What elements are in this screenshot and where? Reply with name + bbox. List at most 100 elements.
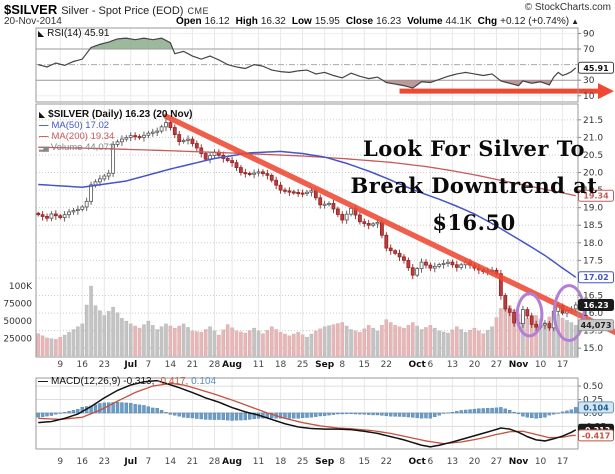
- svg-text:Oct: Oct: [409, 360, 427, 370]
- svg-text:23: 23: [99, 360, 110, 370]
- svg-text:21: 21: [187, 457, 198, 467]
- svg-text:15.5: 15.5: [583, 327, 603, 337]
- svg-text:20: 20: [469, 457, 481, 467]
- svg-text:Nov: Nov: [509, 457, 529, 467]
- svg-text:17.5: 17.5: [583, 256, 603, 266]
- svg-text:Nov: Nov: [509, 360, 529, 370]
- svg-text:0.00: 0.00: [583, 409, 603, 419]
- ma200-legend-row: — MA(200) 19.34: [39, 131, 192, 142]
- close-label: Close: [345, 16, 374, 27]
- macd-panel: 0.500.250.00-0.250.104-0.313-0.417: [35, 377, 614, 450]
- indicator-icon: ◣: [39, 110, 46, 119]
- svg-text:Jul: Jul: [123, 360, 137, 370]
- macd-line-icon: —: [38, 376, 48, 387]
- svg-text:75000: 75000: [3, 300, 32, 310]
- svg-text:23: 23: [99, 457, 110, 467]
- svg-text:70: 70: [583, 45, 595, 55]
- open-value: 16.12: [204, 16, 230, 27]
- low-label: Low: [291, 16, 312, 27]
- svg-text:27: 27: [491, 360, 502, 370]
- svg-text:21.5: 21.5: [583, 116, 603, 126]
- high-label: High: [235, 16, 258, 27]
- rsi-panel: 90 70 30 10 45.91: [35, 27, 614, 103]
- svg-text:10: 10: [535, 457, 547, 467]
- svg-text:-0.417: -0.417: [582, 431, 611, 440]
- svg-text:19.34: 19.34: [583, 192, 609, 201]
- volume-legend-row: ▂▅ Volume 44,073: [39, 142, 192, 154]
- price-legend: ◣ $SILVER (Daily) 16.23 (20 Nov) — MA(50) …: [39, 109, 192, 154]
- macd-legend-label: MACD(12,26,9): [51, 376, 121, 387]
- svg-text:9: 9: [57, 457, 63, 467]
- svg-text:16.5: 16.5: [583, 292, 603, 302]
- svg-text:7: 7: [145, 360, 151, 370]
- svg-text:13: 13: [447, 360, 458, 370]
- svg-text:8: 8: [339, 457, 345, 467]
- svg-text:Sep: Sep: [315, 457, 335, 467]
- svg-text:100K: 100K: [9, 282, 33, 292]
- svg-text:45.91: 45.91: [583, 64, 609, 73]
- svg-text:25: 25: [297, 360, 308, 370]
- chg-value: +0.12 (+0.74%): [500, 16, 570, 27]
- svg-text:25000: 25000: [3, 335, 32, 345]
- svg-text:17.02: 17.02: [583, 273, 608, 282]
- svg-text:22: 22: [381, 360, 392, 370]
- svg-text:19.0: 19.0: [583, 204, 603, 214]
- ma200-legend-label: MA(200) 19.34: [51, 131, 115, 142]
- volume-bars-icon: ▂▅: [39, 145, 49, 152]
- svg-text:18: 18: [275, 360, 287, 370]
- svg-text:17: 17: [557, 360, 568, 370]
- low-value: 15.95: [314, 16, 340, 27]
- macd-signal-value: -0.417,: [157, 376, 189, 387]
- quote-summary-row: 20-Nov-2014 Open 16.12 High 16.32 Low 15.95 Clo…: [4, 16, 611, 27]
- symbol-name: Silver - Spot Price (EOD): [61, 5, 184, 17]
- ma50-legend-label: MA(50) 17.02: [51, 120, 110, 131]
- svg-text:8: 8: [339, 360, 345, 370]
- ma50-legend-row: — MA(50) 17.02: [39, 120, 192, 131]
- svg-text:21: 21: [187, 360, 198, 370]
- macd-legend: — MACD(12,26,9) -0.313, -0.417, 0.104: [38, 376, 216, 387]
- volume-value: 44.1K: [445, 16, 472, 27]
- annotation-line-1: Look For Silver To: [362, 136, 586, 161]
- svg-text:18: 18: [275, 457, 287, 467]
- svg-text:Aug: Aug: [222, 360, 242, 370]
- open-label: Open: [176, 16, 202, 27]
- annotation-line-3: $16.50: [432, 210, 516, 235]
- svg-text:16: 16: [77, 457, 89, 467]
- price-panel: 100K75000500002500021.521.020.520.019.51…: [3, 103, 615, 358]
- svg-text:18.0: 18.0: [583, 239, 603, 249]
- downtrend-line: [163, 113, 615, 336]
- svg-text:15: 15: [359, 360, 370, 370]
- svg-text:7: 7: [145, 457, 151, 467]
- svg-text:28: 28: [209, 360, 221, 370]
- trend-annotation: Look For Silver To Break Downtrend at $1…: [338, 130, 610, 241]
- svg-text:16: 16: [77, 360, 89, 370]
- svg-text:44,073: 44,073: [581, 321, 612, 330]
- svg-text:9: 9: [57, 360, 63, 370]
- high-value: 16.32: [260, 16, 286, 27]
- svg-text:28: 28: [209, 457, 221, 467]
- svg-text:0.104: 0.104: [583, 403, 609, 412]
- svg-text:14: 14: [165, 360, 177, 370]
- highlight-ellipse: [552, 284, 586, 342]
- svg-text:11: 11: [253, 360, 264, 370]
- chart-header: $SILVER Silver - Spot Price (EOD) CME © St…: [4, 2, 611, 17]
- x-axis-labels: 9 16 23 Jul 7 14 21 28 Aug 11 18 25 Sep 8 15 22 Oct 6 13 20…: [57, 360, 568, 467]
- svg-text:17: 17: [557, 457, 568, 467]
- rsi-legend: ◣ RSI(14) 45.91: [38, 28, 109, 39]
- svg-text:30: 30: [583, 76, 595, 86]
- svg-text:0.50: 0.50: [583, 382, 603, 392]
- svg-text:16.23: 16.23: [583, 301, 608, 310]
- svg-text:15.0: 15.0: [583, 344, 603, 354]
- svg-text:11: 11: [253, 457, 264, 467]
- svg-text:16.0: 16.0: [583, 309, 603, 319]
- svg-text:6: 6: [428, 457, 434, 467]
- copyright-label: © StockCharts.com: [524, 2, 611, 13]
- chg-up-arrow-icon: ▲: [571, 17, 579, 26]
- svg-text:90: 90: [583, 29, 595, 39]
- svg-text:Aug: Aug: [222, 457, 242, 467]
- svg-text:13: 13: [447, 457, 458, 467]
- rsi-legend-label: RSI(14) 45.91: [47, 28, 110, 39]
- svg-text:Jul: Jul: [123, 457, 137, 467]
